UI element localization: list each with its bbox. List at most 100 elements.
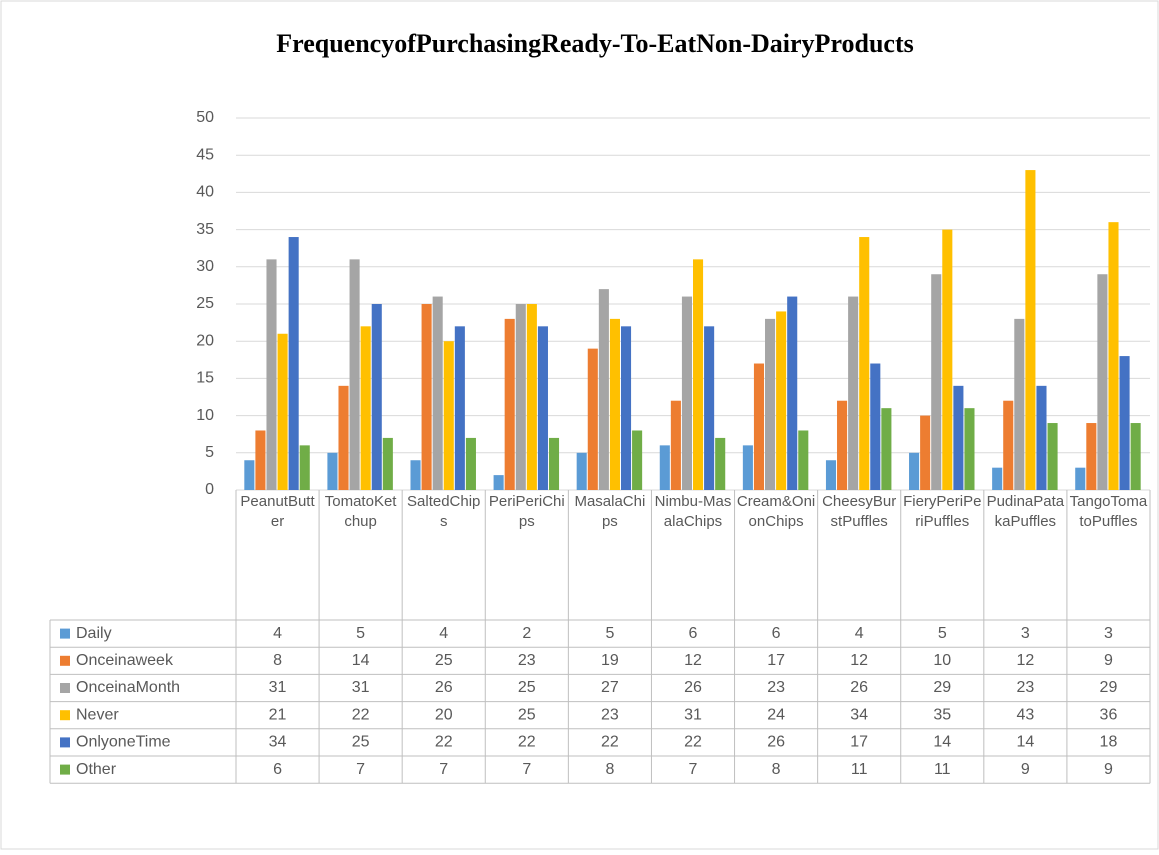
table-value: 7 [522,761,531,778]
legend-swatch [60,764,70,775]
bar [1097,274,1108,490]
bar [693,259,704,490]
category-cell: Nimbu-MasalaChips [654,493,732,530]
table-value: 5 [356,625,365,642]
bar [848,296,859,490]
bar [277,333,288,490]
table-value: 4 [855,625,864,642]
table-value: 22 [352,706,370,723]
bar [587,348,598,490]
bar [266,259,277,490]
bar [992,467,1003,490]
legend-label: Onceinaweek [76,652,174,669]
table-value: 35 [933,706,951,723]
table-value: 29 [933,679,951,696]
table-value: 3 [1021,625,1030,642]
table-value: 2 [522,625,531,642]
category-cell: MasalaChips [574,493,645,530]
category-cell: PeanutButter [240,493,314,530]
table-value: 19 [601,652,619,669]
y-tick-label: 30 [196,258,214,275]
bar [837,400,848,490]
bar [598,289,609,490]
bar [909,452,920,490]
table-value: 25 [518,679,536,696]
table-value: 20 [435,706,453,723]
x-tick-label: Cream&OnionChips [736,493,816,530]
table-value: 24 [767,706,785,723]
table-value: 6 [273,761,282,778]
bar [942,229,953,490]
table-value: 3 [1104,625,1113,642]
y-tick-label: 40 [196,184,214,201]
bar [338,385,349,490]
table-value: 7 [689,761,698,778]
y-tick-label: 35 [196,221,214,238]
chart-title: FrequencyofPurchasingReady-To-EatNon-Dai… [276,29,914,58]
table-value: 23 [601,706,619,723]
bar [704,326,715,490]
table-value: 18 [1100,734,1118,751]
legend-swatch [60,655,70,666]
legend-swatch [60,737,70,748]
table-value: 17 [767,652,785,669]
x-tick-label: PudinaPatakaPuffles [986,493,1065,530]
table-value: 25 [518,706,536,723]
table-value: 11 [851,761,868,778]
bar [255,430,266,490]
table-value: 14 [1016,734,1034,751]
y-tick-label: 5 [205,444,214,461]
table-value: 9 [1104,761,1113,778]
table-value: 25 [352,734,370,751]
bar [659,445,670,490]
bar [632,430,643,490]
table-value: 10 [933,652,951,669]
bar [515,304,526,490]
category-cell: PeriPeriChips [489,493,565,530]
bar [526,304,537,490]
table-value: 34 [269,734,287,751]
x-tick-label: TomatoKetchup [324,493,397,530]
table-value: 29 [1100,679,1118,696]
bar [715,437,726,490]
table-value: 23 [1016,679,1034,696]
bar [465,437,476,490]
category-cell: SaltedChips [407,493,480,530]
y-tick-label: 15 [196,370,214,387]
y-tick-label: 25 [196,295,214,312]
x-tick-label: Nimbu-MasalaChips [654,493,732,530]
bar [288,237,299,490]
table-value: 6 [772,625,781,642]
category-cell: Cream&OnionChips [736,493,816,530]
bar [1086,423,1097,490]
table-value: 26 [767,734,785,751]
bar [548,437,560,490]
table-value: 9 [1104,652,1113,669]
bar [1036,385,1047,490]
y-tick-label: 45 [196,146,214,163]
bar [421,304,432,490]
table-value: 4 [439,625,448,642]
table-value: 14 [352,652,370,669]
legend-label: Other [76,761,117,778]
bar [244,460,255,490]
bar [1025,170,1036,490]
table-value: 12 [684,652,702,669]
legend-swatch [60,683,70,693]
legend-label: Daily [76,625,112,642]
bar [432,296,443,490]
table-value: 27 [601,679,619,696]
table-value: 4 [273,625,282,642]
legend-label: Never [76,706,119,723]
table-value: 26 [850,679,868,696]
table-value: 7 [356,761,365,778]
bar [620,326,632,490]
table-value: 22 [684,734,702,751]
category-cell: CheesyBurstPuffles [822,493,896,530]
table-value: 43 [1016,706,1034,723]
bar [870,363,881,490]
bar [504,318,515,490]
table-value: 23 [767,679,785,696]
y-tick-label: 10 [196,407,214,424]
